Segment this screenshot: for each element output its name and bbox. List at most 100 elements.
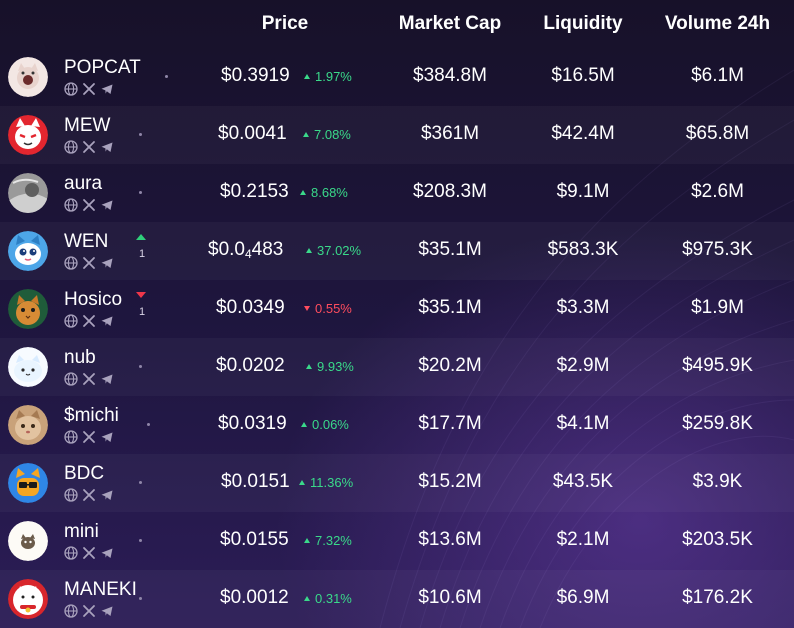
michi-avatar-icon [8, 405, 48, 445]
price-change: 0.31% [304, 591, 352, 606]
price-change: 0.55% [304, 301, 352, 316]
x-icon[interactable] [82, 604, 96, 618]
globe-icon[interactable] [64, 488, 78, 502]
globe-icon[interactable] [64, 430, 78, 444]
header-volume-24h[interactable]: Volume 24h [664, 13, 771, 34]
table-row[interactable]: BDC $0.0151 11.36% $15.2M $43.5K $3.9K [0, 454, 794, 512]
token-price: $0.0319 [218, 413, 287, 435]
table-row[interactable]: MEW $0.0041 7.08% $361M $42.4M $65.8M [0, 106, 794, 164]
telegram-icon[interactable] [100, 140, 114, 154]
price-main: $0.0041 [218, 123, 287, 144]
hosico-avatar-icon [8, 289, 48, 329]
table-row[interactable]: WEN 1 $0.04483 37.02% $35.1M $583.3K $975.3K [0, 222, 794, 280]
telegram-icon[interactable] [100, 314, 114, 328]
price-change: 7.32% [304, 533, 352, 548]
price-change: 1.97% [304, 69, 352, 84]
globe-icon[interactable] [64, 604, 78, 618]
token-name[interactable]: Hosico [64, 289, 123, 310]
status-dot-icon [139, 133, 142, 136]
token-name[interactable]: aura [64, 173, 103, 194]
token-name[interactable]: WEN [64, 231, 109, 252]
price-main: $0.0349 [216, 297, 285, 318]
table-row[interactable]: POPCAT $0.3919 1.97% $384.8M $16.5M $6.1M [0, 48, 794, 106]
x-icon[interactable] [82, 372, 96, 386]
token-price: $0.0202 [216, 355, 285, 377]
telegram-icon[interactable] [100, 82, 114, 96]
social-links [64, 140, 114, 154]
x-icon[interactable] [82, 82, 96, 96]
liquidity-value: $3.3M [556, 297, 610, 318]
trend-down-icon [136, 292, 146, 298]
token-name[interactable]: mini [64, 521, 99, 542]
token-name[interactable]: MEW [64, 115, 111, 136]
table-row[interactable]: nub $0.0202 9.93% $20.2M $2.9M $495.9K [0, 338, 794, 396]
header-liquidity[interactable]: Liquidity [543, 13, 623, 34]
table-row[interactable]: aura $0.2153 8.68% $208.3M $9.1M $2.6M [0, 164, 794, 222]
price-change: 0.06% [301, 417, 349, 432]
price-main: $0.0 [208, 239, 245, 260]
table-row[interactable]: Hosico 1 $0.0349 0.55% $35.1M $3.3M $1.9M [0, 280, 794, 338]
x-icon[interactable] [82, 198, 96, 212]
x-icon[interactable] [82, 314, 96, 328]
change-up-icon [300, 190, 306, 195]
price-change-value: 1.97% [315, 69, 352, 84]
token-price: $0.0041 [218, 123, 287, 145]
market-cap-value: $13.6M [418, 529, 482, 550]
volume-value: $6.1M [691, 65, 744, 86]
table-row[interactable]: mini $0.0155 7.32% $13.6M $2.1M $203.5K [0, 512, 794, 570]
market-cap-value: $35.1M [418, 297, 482, 318]
volume-value: $203.5K [682, 529, 753, 550]
header-price[interactable]: Price [261, 13, 309, 34]
token-name[interactable]: BDC [64, 463, 105, 484]
x-icon[interactable] [82, 140, 96, 154]
price-change: 7.08% [303, 127, 351, 142]
bdc-avatar-icon [8, 463, 48, 503]
telegram-icon[interactable] [100, 256, 114, 270]
header-market-cap[interactable]: Market Cap [398, 13, 502, 34]
token-name[interactable]: MANEKI [64, 579, 137, 600]
market-cap-value: $17.7M [418, 413, 482, 434]
telegram-icon[interactable] [100, 372, 114, 386]
x-icon[interactable] [82, 488, 96, 502]
social-links [64, 546, 114, 560]
token-name[interactable]: nub [64, 347, 96, 368]
x-icon[interactable] [82, 430, 96, 444]
x-icon[interactable] [82, 256, 96, 270]
globe-icon[interactable] [64, 140, 78, 154]
price-change-value: 0.06% [312, 417, 349, 432]
nub-avatar-icon [8, 347, 48, 387]
price-change-value: 0.55% [315, 301, 352, 316]
token-price: $0.0012 [220, 587, 289, 609]
liquidity-value: $9.1M [556, 181, 610, 202]
globe-icon[interactable] [64, 256, 78, 270]
x-icon[interactable] [82, 546, 96, 560]
table-row[interactable]: MANEKI $0.0012 0.31% $10.6M $6.9M $176.2K [0, 570, 794, 628]
telegram-icon[interactable] [100, 198, 114, 212]
telegram-icon[interactable] [100, 604, 114, 618]
telegram-icon[interactable] [100, 430, 114, 444]
price-change: 9.93% [306, 359, 354, 374]
telegram-icon[interactable] [100, 488, 114, 502]
price-main: $0.3919 [221, 65, 290, 86]
change-up-icon [304, 596, 310, 601]
globe-icon[interactable] [64, 546, 78, 560]
volume-value: $259.8K [682, 413, 753, 434]
price-zero-count: 4 [244, 247, 252, 261]
social-links [64, 256, 114, 270]
price-change: 8.68% [300, 185, 348, 200]
globe-icon[interactable] [64, 372, 78, 386]
globe-icon[interactable] [64, 82, 78, 96]
volume-value: $2.6M [691, 181, 744, 202]
liquidity-value: $2.9M [556, 355, 610, 376]
table-row[interactable]: $michi $0.0319 0.06% $17.7M $4.1M $259.8K [0, 396, 794, 454]
price-main: $0.0151 [221, 471, 290, 492]
globe-icon[interactable] [64, 314, 78, 328]
token-name[interactable]: $michi [64, 405, 119, 426]
maneki-avatar-icon [8, 579, 48, 619]
liquidity-value: $43.5K [552, 471, 614, 492]
price-main: $0.2153 [220, 181, 289, 202]
telegram-icon[interactable] [100, 546, 114, 560]
token-name[interactable]: POPCAT [64, 57, 141, 78]
globe-icon[interactable] [64, 198, 78, 212]
